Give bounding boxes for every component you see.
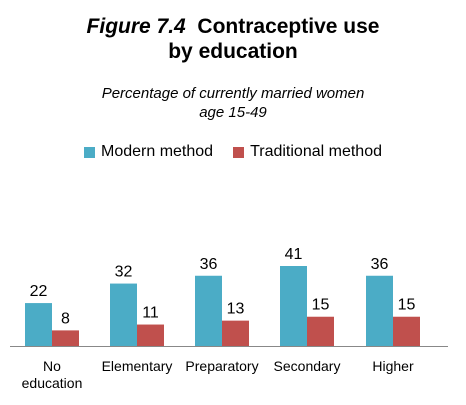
bar-modern-4	[366, 275, 393, 346]
bar-traditional-0	[52, 330, 79, 346]
bar-modern-3	[280, 266, 307, 346]
data-label-traditional-2: 13	[227, 301, 245, 318]
legend-item-modern: Modern method	[84, 142, 213, 162]
bar-traditional-2	[222, 320, 249, 346]
data-label-traditional-0: 8	[61, 310, 70, 327]
subtitle-line-2: age 15-49	[199, 104, 267, 121]
chart-legend: Modern method Traditional method	[0, 142, 466, 162]
legend-label-traditional: Traditional method	[250, 143, 382, 160]
title-line-1: Contraceptive use	[197, 15, 380, 38]
bar-modern-0	[25, 303, 52, 346]
data-label-modern-4: 36	[371, 256, 389, 273]
legend-item-traditional: Traditional method	[233, 142, 382, 162]
bar-modern-2	[195, 275, 222, 346]
category-label-0: No education	[22, 358, 83, 391]
category-label-4: Higher	[372, 358, 414, 374]
bar-traditional-1	[137, 324, 164, 346]
data-label-traditional-4: 15	[398, 297, 416, 314]
title-line-2: by education	[168, 40, 298, 63]
data-label-traditional-3: 15	[312, 297, 330, 314]
legend-swatch-modern	[84, 146, 95, 158]
category-label-1: Elementary	[102, 358, 173, 374]
bar-traditional-3	[307, 316, 334, 346]
data-label-modern-0: 22	[30, 283, 48, 300]
chart-subtitle: Percentage of currently married women ag…	[0, 84, 466, 122]
legend-label-modern: Modern method	[101, 143, 214, 160]
subtitle-line-1: Percentage of currently married women	[101, 85, 365, 102]
data-label-modern-1: 32	[115, 264, 133, 281]
data-label-modern-3: 41	[285, 246, 303, 263]
bar-modern-1	[110, 283, 137, 346]
data-label-modern-2: 36	[200, 256, 218, 273]
data-label-traditional-1: 11	[142, 305, 159, 322]
legend-swatch-traditional	[233, 146, 245, 158]
chart-title: Figure 7.4 Contraceptive use by educatio…	[0, 14, 466, 64]
category-label-2: Preparatory	[185, 358, 258, 374]
figure-number: Figure 7.4	[86, 15, 186, 38]
bar-traditional-4	[393, 316, 420, 346]
category-label-3: Secondary	[274, 358, 341, 374]
